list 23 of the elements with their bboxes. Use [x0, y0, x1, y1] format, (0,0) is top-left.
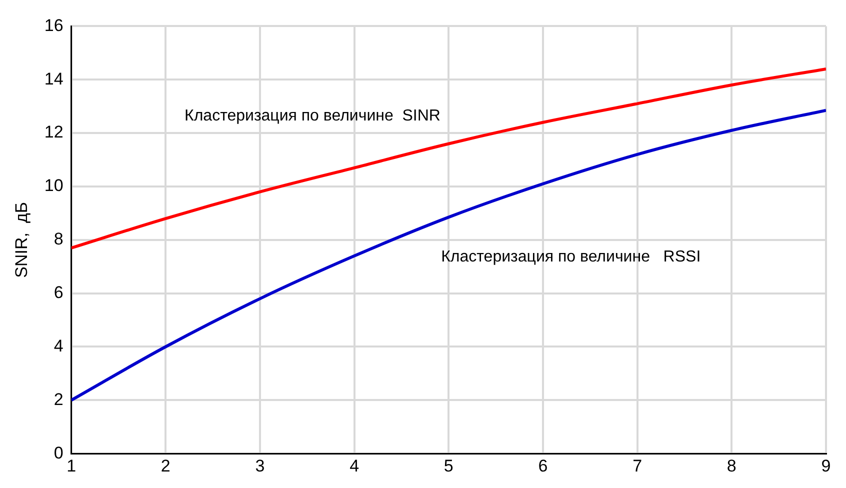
x-tick-label: 8 — [726, 456, 736, 476]
x-tick-label: 9 — [821, 456, 831, 476]
y-tick-label: 4 — [54, 336, 64, 356]
y-tick-label: 14 — [44, 69, 64, 88]
y-axis-title: SNIR, дБ — [12, 202, 31, 278]
series-label: Кластеризация по величине RSSI — [441, 248, 701, 266]
x-tick-label: 4 — [350, 456, 360, 476]
x-tick-label: 5 — [444, 456, 454, 476]
y-tick-label: 16 — [44, 16, 64, 35]
series-label: Кластеризация по величине SINR — [184, 107, 440, 124]
y-tick-label: 10 — [44, 176, 64, 196]
y-tick-label: 8 — [54, 230, 64, 249]
x-tick-label: 1 — [66, 456, 76, 476]
x-tick-label: 7 — [632, 456, 642, 476]
line-series — [71, 108, 826, 402]
x-tick-label: 3 — [255, 456, 265, 476]
y-tick-label: 12 — [44, 122, 64, 142]
y-tick-label: 6 — [54, 283, 64, 302]
x-tick-label: 6 — [538, 456, 548, 476]
x-tick-label: 2 — [160, 456, 170, 476]
y-tick-label: 0 — [54, 443, 64, 462]
line-series — [71, 67, 826, 250]
y-tick-label: 2 — [54, 390, 64, 409]
